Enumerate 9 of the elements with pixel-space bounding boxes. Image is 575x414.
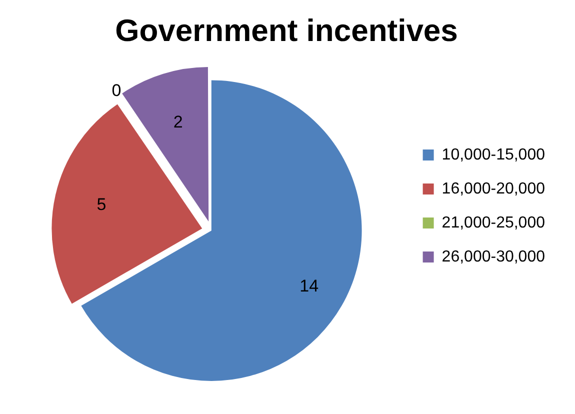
legend-label: 26,000-30,000 <box>442 248 546 266</box>
legend-label: 16,000-20,000 <box>442 180 546 198</box>
data-label: 5 <box>96 195 106 214</box>
legend-label: 21,000-25,000 <box>442 214 546 232</box>
chart-title: Government incentives <box>115 13 458 48</box>
data-label: 2 <box>173 112 183 132</box>
legend-label: 10,000-15,000 <box>442 146 546 164</box>
text: 0 <box>112 81 122 100</box>
data-label: 14 <box>300 276 319 296</box>
